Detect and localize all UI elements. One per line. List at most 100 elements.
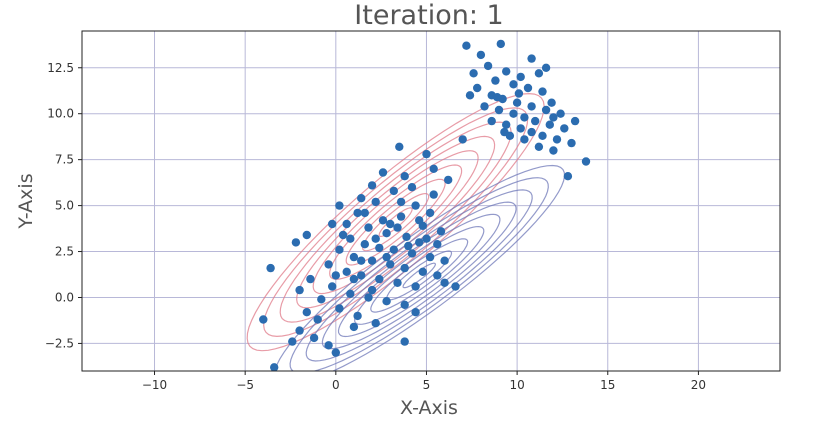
data-point [400,337,409,346]
data-point [382,297,391,306]
data-point [496,39,505,49]
contour-ring [362,192,430,252]
data-points [259,39,591,372]
data-point [386,219,395,229]
data-point [523,83,533,93]
contour-ring [263,107,529,338]
contour-ring [370,238,469,313]
data-point [560,124,569,133]
data-point [483,61,493,71]
data-point [335,201,344,210]
data-point [371,197,380,207]
data-point [433,271,442,280]
data-point [418,267,427,276]
data-point [402,232,411,241]
data-point [367,256,377,265]
y-tick-label: 7.5 [55,153,74,167]
data-point [346,234,355,243]
data-point [357,271,366,280]
data-point [422,234,431,243]
data-point [469,69,478,78]
data-point [375,243,384,253]
data-point [502,67,511,76]
data-point [527,102,536,111]
x-tick-label: 0 [332,378,340,392]
grid [82,31,780,371]
data-point [415,238,424,247]
x-axis-label: X-Axis [400,397,458,419]
data-point [328,219,337,229]
data-point [360,208,369,218]
data-point [342,219,351,229]
data-point [491,76,500,85]
data-point [291,238,301,247]
data-point [444,175,453,185]
contour-ring [296,135,496,309]
data-point [400,172,409,181]
data-point [520,135,529,144]
x-tick-label: −5 [236,378,254,392]
data-point [357,194,366,203]
x-tick-label: 10 [509,378,524,392]
y-tick-label: 5.0 [55,199,74,213]
data-point [313,315,322,324]
data-point [415,216,424,225]
y-tick-label: −2.5 [45,336,74,350]
data-point [395,142,404,151]
data-point [396,197,406,207]
data-point [516,124,525,133]
data-point [567,138,576,148]
data-point [382,252,391,262]
data-point [353,208,362,218]
gaussian-contour-red [246,92,545,352]
data-point [349,252,359,262]
data-point [547,98,556,107]
data-point [364,293,373,302]
y-tick-label: 12.5 [47,61,74,75]
data-point [462,41,471,50]
data-point [367,181,377,190]
contour-ring [305,189,533,362]
data-point [335,245,344,254]
contour-ring [354,225,485,325]
y-tick-label: 0.0 [55,290,74,304]
data-point [346,289,355,298]
y-tick-label: 2.5 [55,245,74,259]
data-point [259,315,268,324]
data-point [500,127,509,137]
x-tick-label: 20 [691,378,706,392]
data-point [400,300,409,309]
data-point [393,278,402,287]
contour-ring [274,164,566,371]
x-tick-label: −10 [142,378,167,392]
plot-frame [81,30,781,372]
contour-ring [289,177,549,371]
data-point [570,116,580,126]
data-point [527,127,536,137]
data-point [302,230,311,240]
data-point [349,274,359,284]
data-point [433,240,442,249]
data-point [563,172,573,181]
data-point [353,311,362,321]
data-point [516,72,525,82]
data-point [581,157,591,166]
data-point [512,98,522,107]
data-point [458,135,467,144]
data-point [389,186,398,196]
data-point [527,54,536,63]
data-point [393,223,402,232]
data-point [400,263,409,273]
data-point [317,295,326,304]
gaussian-contour-blue [274,164,566,371]
data-point [440,278,449,287]
data-point [386,260,395,269]
data-point [556,109,565,118]
data-point [360,240,369,249]
y-axis-ticks: −2.5 0.0 2.5 5.0 7.5 10.0 12.5 [45,61,82,350]
data-point [520,113,529,122]
x-tick-label: 5 [423,378,431,392]
data-point [493,93,502,102]
